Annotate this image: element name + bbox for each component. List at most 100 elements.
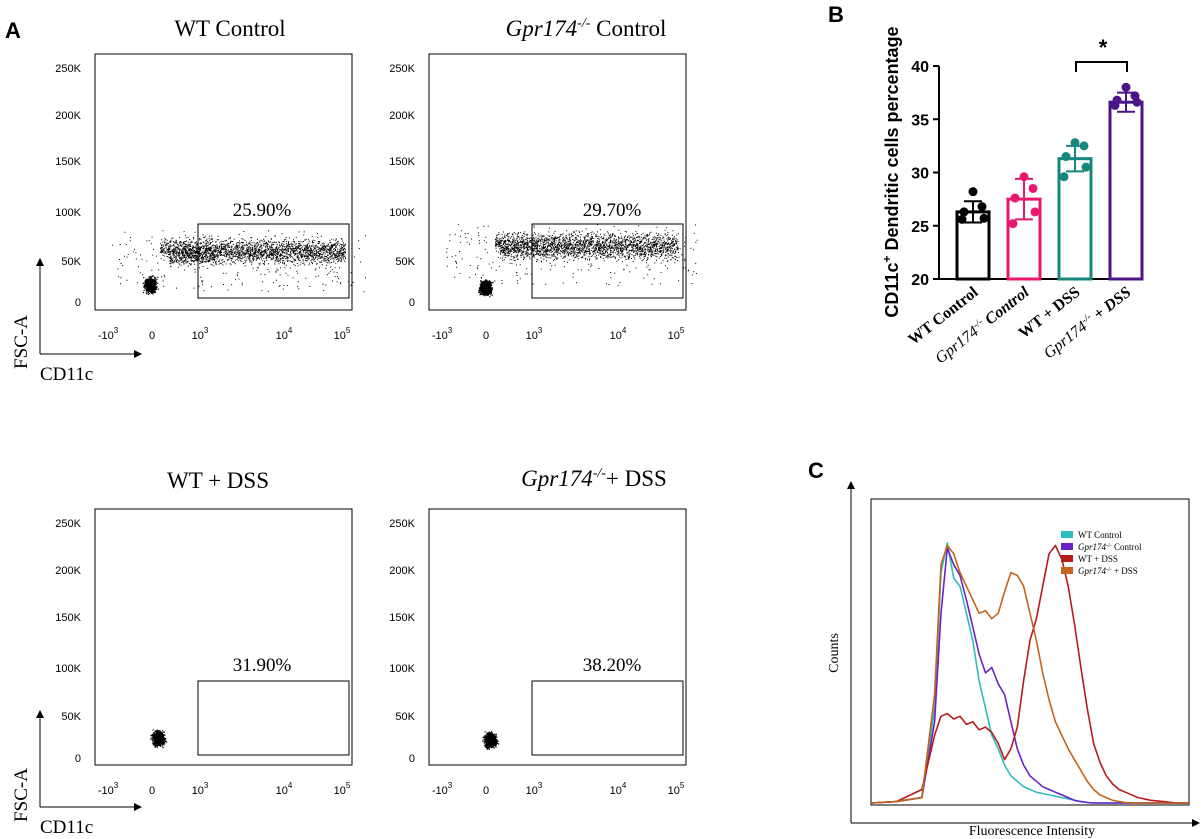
gate-box [531, 680, 684, 756]
x-tick-label: 0 [149, 330, 155, 342]
y-tick-label: 50K [61, 256, 81, 268]
bar-y-tick-label: 35 [911, 112, 929, 129]
data-point [977, 202, 987, 212]
legend-swatch [1061, 555, 1073, 562]
y-tick-label: 250K [55, 63, 81, 75]
flow-plot-ko-dss: Gpr174-/-+ DSS 250K 200K 150K 100K 50K 0… [389, 233, 697, 797]
event-dots [451, 233, 697, 750]
scatter-events [111, 230, 367, 295]
legend-label: Gpr174-/- + DSS [1078, 566, 1138, 576]
bar-y-tick-label: 25 [911, 219, 929, 236]
plot-frame [94, 508, 353, 766]
panel-label-b: B [828, 2, 844, 27]
y-ticks: 250K 200K 150K 100K 50K 0 [55, 518, 81, 765]
gate-box [531, 223, 684, 299]
flow-plot-wt-control: WT Control 250K 200K 150K 100K 50K 0 -10… [11, 16, 367, 385]
y-tick-label: 250K [55, 518, 81, 530]
x-ticks: -103 0 103 104 105 [432, 326, 685, 342]
y-tick-label: 0 [75, 297, 81, 309]
hist-legend: WT Control Gpr174-/- Control WT + DSS Gpr17… [1061, 530, 1142, 576]
data-point [1008, 219, 1018, 229]
significance-bracket: * [1075, 35, 1128, 72]
x-tick-label: 0 [483, 785, 489, 797]
y-tick-label: 100K [55, 663, 81, 675]
legend-label: Gpr174-/- Control [1078, 542, 1142, 552]
y-tick-label: 250K [389, 518, 415, 530]
hist-y-axis-label: Counts [827, 633, 842, 673]
plot-frame [428, 508, 687, 766]
data-point [1019, 172, 1029, 182]
x-tick-label: 105 [334, 326, 351, 342]
gate-percentage: 29.70% [583, 200, 642, 221]
x-ticks: -103 0 103 104 105 [98, 781, 351, 797]
y-ticks: 250K 200K 150K 100K 50K 0 [389, 63, 415, 309]
significance-star: * [1099, 35, 1108, 60]
x-tick-label: 104 [276, 326, 293, 342]
data-point [1028, 183, 1038, 193]
bar-category-label: Gpr174-/- + DSS [1040, 283, 1134, 362]
panel-label-a: A [5, 18, 21, 43]
data-point [959, 207, 969, 217]
y-tick-label: 250K [389, 63, 415, 75]
bar [955, 210, 991, 281]
flow-plot-title: WT + DSS [167, 468, 269, 493]
bar-chart-cd11c: CD11c+ Dendritic cells percentage 20 25 30… [880, 26, 1144, 368]
flow-plot-wt-dss: WT + DSS 250K 200K 150K 100K 50K 0 -103 … [11, 237, 366, 838]
bracket-line [1075, 61, 1128, 72]
legend-swatch [1061, 543, 1073, 550]
x-tick-label: 105 [334, 781, 351, 797]
data-point [957, 214, 967, 224]
y-tick-label: 200K [55, 110, 81, 122]
hist-x-axis-label: Fluorescence Intensity [969, 824, 1095, 839]
x-tick-label: 104 [276, 781, 293, 797]
scatter-events [451, 233, 697, 750]
x-tick-label: 103 [526, 326, 543, 342]
x-tick-label: 103 [192, 326, 209, 342]
data-point [1070, 138, 1080, 148]
bar-y-tick-label: 20 [911, 272, 929, 289]
hist-frame [870, 498, 1190, 806]
y-tick-label: 150K [389, 156, 415, 168]
x-tick-label: 0 [483, 330, 489, 342]
y-tick-label: 150K [55, 612, 81, 624]
data-point [1059, 172, 1069, 182]
event-dots [446, 224, 698, 298]
bar-y-ticks: 20 25 30 35 40 [911, 59, 939, 289]
y-tick-label: 100K [389, 663, 415, 675]
hist-series-lines [870, 542, 1189, 804]
flow-plot-title: Gpr174-/- Control [506, 16, 667, 41]
y-tick-label: 0 [409, 753, 415, 765]
y-tick-label: 150K [55, 156, 81, 168]
data-point [1079, 141, 1089, 151]
x-tick-label: -103 [98, 326, 119, 342]
cd11c-axis-label: CD11c [40, 364, 93, 385]
bar-y-tick-label: 40 [911, 59, 929, 76]
data-point [979, 213, 989, 223]
plot-frame [94, 53, 353, 311]
fsc-axis-label: FSC-A [11, 315, 32, 369]
bar-category-label: Gpr174-/- Control [932, 283, 1033, 368]
scatter-events [446, 224, 698, 298]
data-point [968, 187, 978, 197]
y-tick-label: 0 [409, 297, 415, 309]
y-tick-label: 50K [395, 256, 415, 268]
legend-swatch [1061, 567, 1073, 574]
histogram-chart: Counts Fluorescence Intensity WT Control… [827, 481, 1200, 839]
x-tick-label: 105 [668, 781, 685, 797]
y-tick-label: 50K [395, 711, 415, 723]
data-point [1081, 162, 1091, 172]
data-point [1030, 207, 1040, 217]
panel-label-c: C [808, 458, 824, 483]
data-point [1132, 97, 1142, 107]
bar-y-tick-label: 30 [911, 166, 929, 183]
x-tick-label: 103 [192, 781, 209, 797]
event-dots [111, 230, 367, 295]
x-tick-label: -103 [432, 781, 453, 797]
bar-y-axis-label: CD11c+ Dendritic cells percentage [880, 26, 902, 317]
x-ticks: -103 0 103 104 105 [432, 781, 685, 797]
fsc-axis-label: FSC-A [11, 768, 32, 822]
gate-percentage: 31.90% [233, 655, 292, 676]
data-point [1061, 152, 1071, 162]
data-point [1010, 193, 1020, 203]
